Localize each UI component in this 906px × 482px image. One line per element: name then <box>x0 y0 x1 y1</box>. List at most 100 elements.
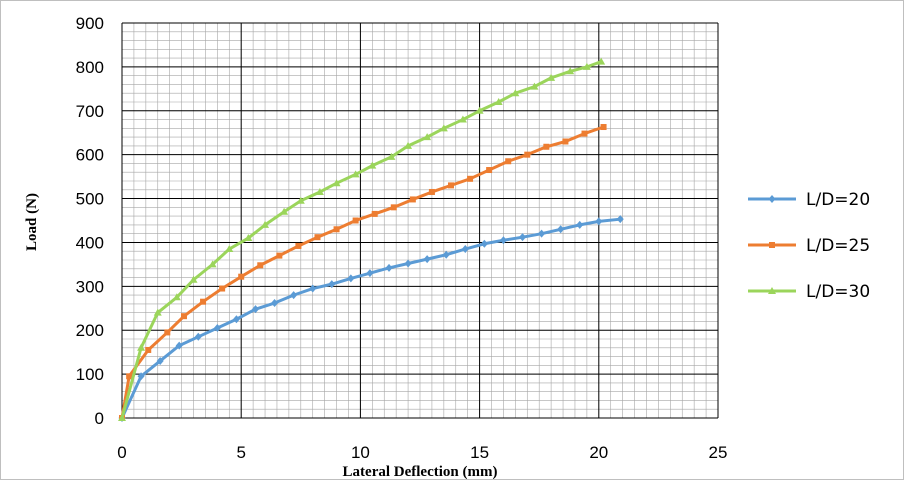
data-point-l-d-20 <box>442 250 450 259</box>
data-point-l-d-20 <box>213 324 221 333</box>
data-point-l-d-25 <box>486 167 493 174</box>
data-point-l-d-30 <box>511 89 520 97</box>
axis-layer: 0 5 10 15 20 25 0 100 200 300 400 500 600 700 800 900 <box>76 14 728 462</box>
data-point-l-d-25 <box>238 273 245 280</box>
data-point-l-d-20 <box>271 299 279 308</box>
data-point-l-d-30 <box>172 293 181 301</box>
x-tick-label: 25 <box>709 443 728 462</box>
data-point-l-d-30 <box>582 62 591 70</box>
y-tick-label: 700 <box>76 102 104 121</box>
y-tick-label: 800 <box>76 58 104 77</box>
data-point-l-d-30 <box>189 275 198 283</box>
data-point-l-d-25 <box>505 158 512 165</box>
data-point-l-d-30 <box>439 124 448 132</box>
legend-label-l-d-30: L/D=30 <box>806 282 870 302</box>
data-point-l-d-25 <box>126 373 133 380</box>
x-tick-label: 20 <box>589 443 608 462</box>
data-point-l-d-25 <box>562 138 569 145</box>
data-point-l-d-20 <box>538 229 546 238</box>
series-layer <box>118 57 624 422</box>
data-point-l-d-30 <box>494 98 503 105</box>
data-point-l-d-30 <box>244 234 253 242</box>
x-axis-title: Lateral Deflection (mm) <box>343 464 498 480</box>
legend-item-l-d-20: L/D=20 <box>748 190 870 210</box>
data-point-l-d-25 <box>524 151 531 158</box>
data-point-l-d-30 <box>261 220 270 228</box>
y-tick-label: 600 <box>76 146 104 165</box>
data-point-l-d-20 <box>366 269 374 278</box>
data-point-l-d-25 <box>409 196 416 203</box>
data-point-l-d-30 <box>458 115 467 123</box>
y-tick-label: 100 <box>76 365 104 384</box>
data-point-l-d-25 <box>543 143 550 150</box>
data-point-l-d-20 <box>461 245 469 254</box>
data-point-l-d-30 <box>423 133 432 141</box>
data-point-l-d-30 <box>118 414 126 421</box>
data-point-l-d-20 <box>252 305 260 314</box>
data-point-l-d-20 <box>194 332 202 341</box>
data-point-l-d-30 <box>351 170 360 178</box>
data-point-l-d-25 <box>295 242 302 249</box>
x-tick-label: 10 <box>351 443 370 462</box>
data-point-l-d-25 <box>200 298 207 305</box>
legend-marker-l-d-30 <box>768 287 776 294</box>
data-point-l-d-20 <box>557 225 565 234</box>
data-point-l-d-25 <box>600 124 607 131</box>
data-point-l-d-25 <box>581 130 588 137</box>
series-l-d-30 <box>118 57 606 421</box>
data-point-l-d-25 <box>145 346 152 353</box>
series-l-d-25 <box>119 124 607 421</box>
data-point-l-d-20 <box>385 263 393 272</box>
data-point-l-d-25 <box>257 262 264 269</box>
data-point-l-d-25 <box>447 182 454 189</box>
data-point-l-d-30 <box>475 106 484 114</box>
series-line-l-d-30 <box>120 60 602 419</box>
data-point-l-d-20 <box>423 255 431 264</box>
data-point-l-d-30 <box>296 196 305 204</box>
data-point-l-d-20 <box>137 372 145 381</box>
y-tick-label: 900 <box>76 14 104 33</box>
data-point-l-d-20 <box>595 217 603 226</box>
data-point-l-d-20 <box>404 259 412 268</box>
data-point-l-d-30 <box>597 57 606 65</box>
x-tick-label: 5 <box>236 443 245 462</box>
y-tick-label: 400 <box>76 233 104 252</box>
data-point-l-d-30 <box>315 187 324 195</box>
data-point-l-d-20 <box>156 356 164 365</box>
legend-label-l-d-20: L/D=20 <box>806 190 870 210</box>
data-point-l-d-25 <box>390 204 397 211</box>
data-point-l-d-20 <box>347 274 355 283</box>
data-point-l-d-20 <box>499 236 507 245</box>
data-point-l-d-30 <box>137 343 146 351</box>
data-point-l-d-20 <box>576 220 584 229</box>
data-point-l-d-20 <box>328 280 336 289</box>
data-point-l-d-25 <box>219 285 226 292</box>
data-point-l-d-30 <box>387 152 396 160</box>
data-point-l-d-20 <box>232 315 240 324</box>
y-tick-label: 300 <box>76 277 104 296</box>
legend-item-l-d-30: L/D=30 <box>748 282 870 302</box>
data-point-l-d-25 <box>314 234 321 241</box>
data-point-l-d-20 <box>616 215 624 224</box>
grid-layer <box>121 22 719 419</box>
data-point-l-d-20 <box>175 341 183 350</box>
data-point-l-d-25 <box>467 175 474 182</box>
legend-marker-l-d-25 <box>769 242 775 248</box>
y-tick-label: 500 <box>76 190 104 209</box>
data-point-l-d-20 <box>309 284 317 293</box>
data-point-l-d-30 <box>225 245 234 253</box>
data-point-l-d-25 <box>371 210 378 217</box>
data-point-l-d-25 <box>333 226 340 233</box>
data-point-l-d-30 <box>153 308 162 316</box>
data-point-l-d-30 <box>530 82 539 90</box>
data-point-l-d-25 <box>428 188 435 195</box>
data-point-l-d-20 <box>290 291 298 300</box>
data-point-l-d-25 <box>276 252 283 259</box>
legend: L/D=20 L/D=25 L/D=30 <box>748 190 870 302</box>
data-point-l-d-25 <box>164 329 171 336</box>
data-point-l-d-30 <box>368 161 377 169</box>
data-point-l-d-30 <box>208 260 217 268</box>
data-point-l-d-30 <box>404 141 413 149</box>
y-tick-label: 0 <box>95 409 104 428</box>
